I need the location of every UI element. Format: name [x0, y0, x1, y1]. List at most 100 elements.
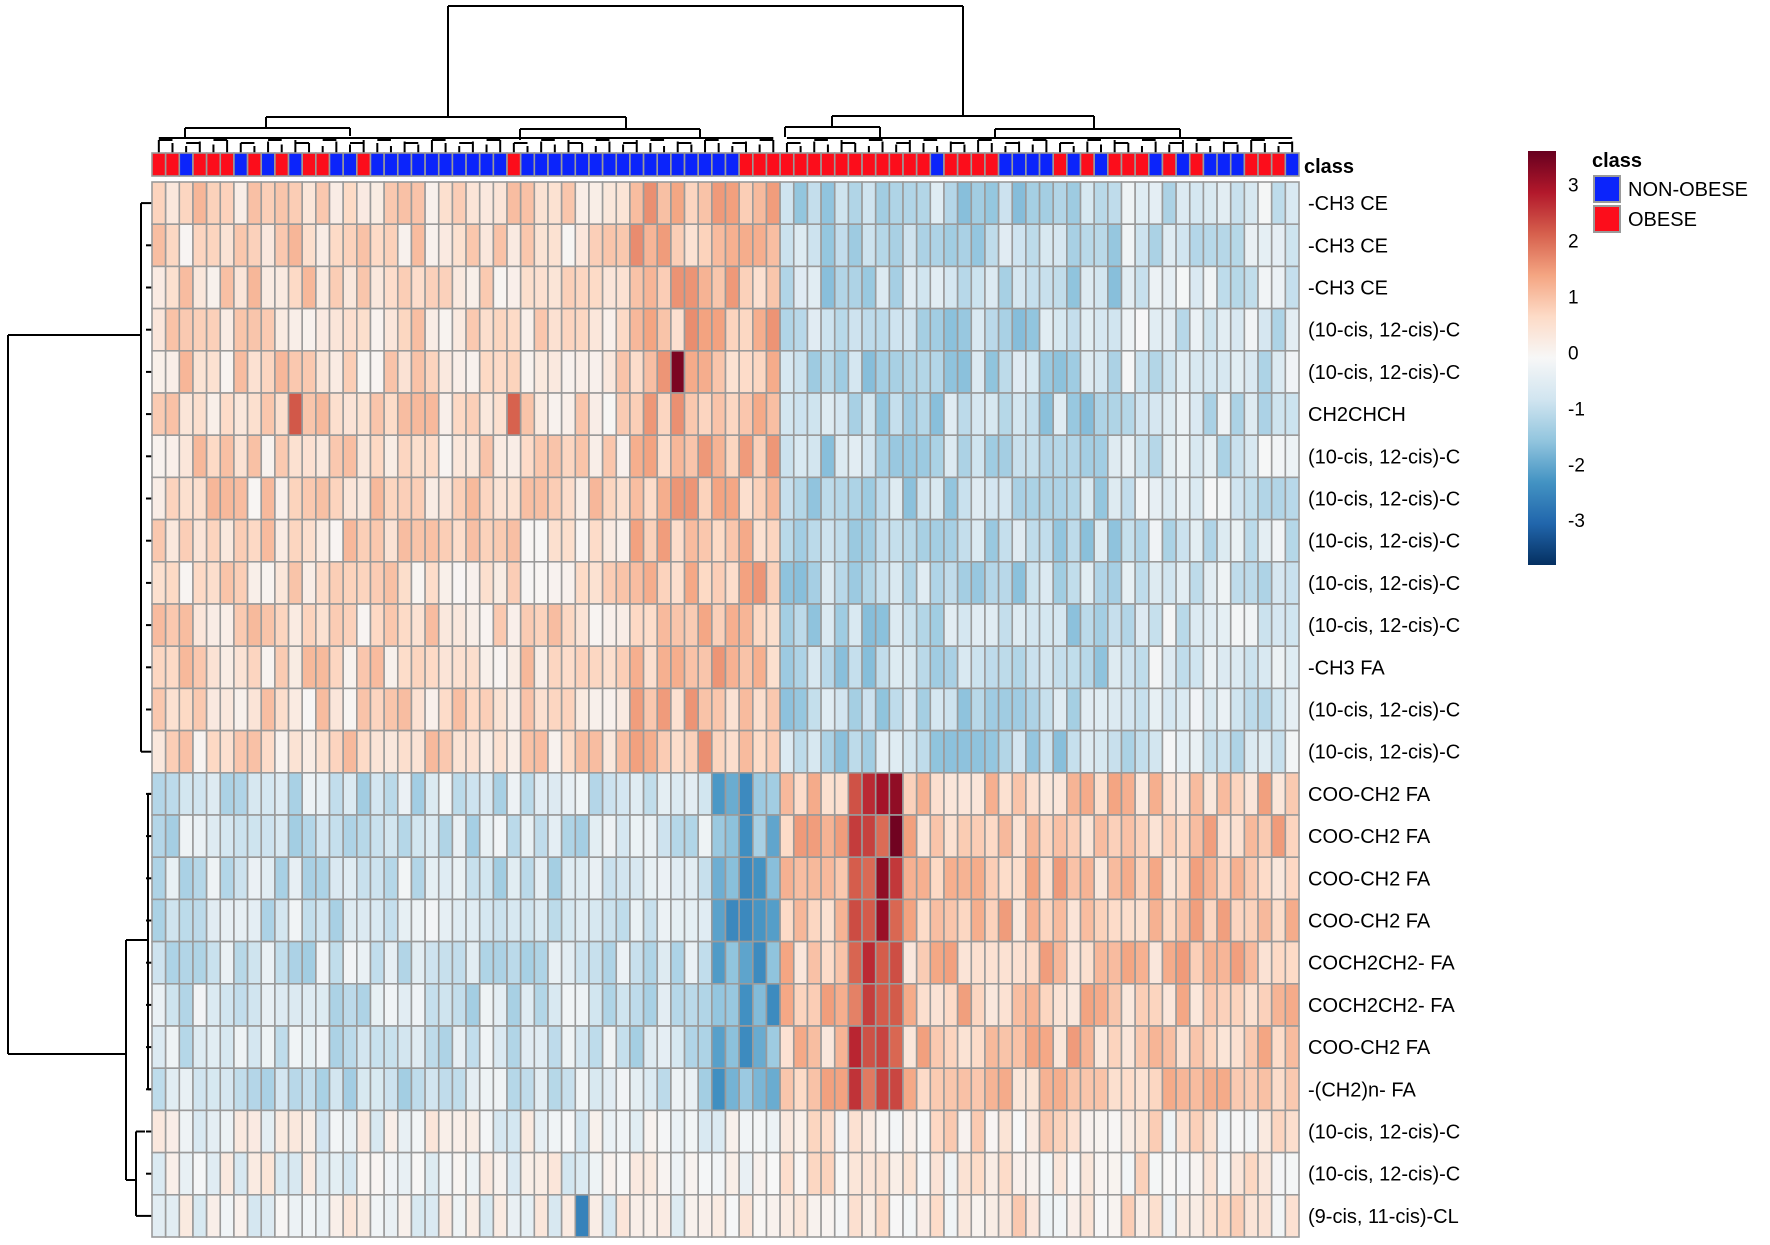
heatmap-cell [820, 1025, 836, 1070]
heatmap-cell [396, 940, 413, 985]
heatmap-cell [738, 476, 754, 521]
heatmap-cell [1079, 771, 1095, 816]
heatmap-cell [342, 771, 358, 816]
heatmap-cell [547, 223, 563, 268]
class-annotation-cell [1188, 152, 1205, 177]
heatmap-cell [888, 687, 904, 732]
heatmap-cell [547, 181, 563, 226]
heatmap-cell [205, 1067, 222, 1112]
heatmap-cell [738, 898, 754, 943]
heatmap-cell [779, 392, 795, 437]
heatmap-cell [233, 603, 249, 648]
heatmap-cell [656, 1194, 672, 1238]
heatmap-cell [560, 603, 577, 648]
heatmap-cell [219, 729, 235, 774]
heatmap-cell [1257, 645, 1273, 690]
heatmap-cell [260, 223, 276, 268]
heatmap-cell [369, 1194, 385, 1238]
heatmap-cell [629, 307, 645, 352]
heatmap-cell [588, 1194, 604, 1238]
heatmap-cell [629, 476, 645, 521]
heatmap-cell [492, 265, 508, 310]
heatmap-cell [1107, 307, 1123, 352]
heatmap-cell [396, 349, 413, 394]
heatmap-cell [396, 729, 413, 774]
heatmap-cell [274, 898, 290, 943]
heatmap-cell [1284, 307, 1300, 352]
heatmap-cell [1188, 771, 1205, 816]
heatmap-cell [915, 940, 932, 985]
heatmap-cell [588, 1067, 604, 1112]
heatmap-cell [1175, 476, 1191, 521]
class-annotation-cell [178, 152, 194, 177]
heatmap-cell [902, 392, 918, 437]
heatmap-cell [861, 687, 877, 732]
heatmap-cell [915, 560, 932, 605]
heatmap-cell [424, 392, 440, 437]
heatmap-cell [1161, 940, 1177, 985]
heatmap-cell [588, 265, 604, 310]
heatmap-cell [219, 349, 235, 394]
heatmap-cell [437, 1151, 454, 1196]
heatmap-cell [943, 476, 959, 521]
heatmap-cell [301, 1067, 317, 1112]
heatmap-cell [888, 392, 904, 437]
heatmap-cell [1052, 307, 1068, 352]
heatmap-cell [956, 1067, 973, 1112]
heatmap-cell [1066, 307, 1082, 352]
heatmap-cell [396, 560, 413, 605]
heatmap-cell [724, 940, 740, 985]
heatmap-cell [670, 307, 686, 352]
heatmap-cell [560, 729, 577, 774]
heatmap-cell [711, 518, 727, 563]
heatmap-cell [779, 982, 795, 1027]
heatmap-cell [984, 1109, 1000, 1154]
heatmap-cell [219, 898, 235, 943]
heatmap-cell [287, 1067, 303, 1112]
heatmap-cell [1175, 265, 1191, 310]
heatmap-cell [192, 898, 208, 943]
heatmap-cell [1079, 392, 1095, 437]
heatmap-cell [1093, 476, 1109, 521]
heatmap-cell [547, 560, 563, 605]
heatmap-cell [738, 687, 754, 732]
heatmap-cell [997, 687, 1014, 732]
heatmap-cell [1188, 1194, 1205, 1238]
heatmap-cell [1257, 898, 1273, 943]
heatmap-cell [437, 729, 454, 774]
heatmap-cell [451, 1151, 467, 1196]
heatmap-cell [560, 307, 577, 352]
heatmap-cell [697, 349, 713, 394]
heatmap-cell [683, 856, 699, 901]
heatmap-cell [506, 1025, 522, 1070]
heatmap-cell [451, 1067, 467, 1112]
heatmap-cell [902, 645, 918, 690]
heatmap-cell [1079, 982, 1095, 1027]
heatmap-cell [1134, 856, 1150, 901]
heatmap-cell [943, 181, 959, 226]
heatmap-cell [1284, 223, 1300, 268]
heatmap-cell [683, 645, 699, 690]
heatmap-cell [1270, 392, 1287, 437]
heatmap-cell [151, 518, 167, 563]
heatmap-cell [233, 392, 249, 437]
heatmap-cell [683, 392, 699, 437]
heatmap-cell [1107, 940, 1123, 985]
heatmap-cell [683, 982, 699, 1027]
heatmap-cell [1229, 898, 1246, 943]
heatmap-cell [615, 518, 631, 563]
heatmap-cell [642, 940, 659, 985]
heatmap-cell [1229, 518, 1246, 563]
heatmap-cell [861, 940, 877, 985]
heatmap-cell [547, 982, 563, 1027]
heatmap-cell [383, 940, 399, 985]
heatmap-cell [1229, 940, 1246, 985]
heatmap-cell [178, 560, 194, 605]
heatmap-cell [929, 1067, 945, 1112]
heatmap-cell [1134, 603, 1150, 648]
heatmap-cell [1216, 1151, 1232, 1196]
heatmap-cell [847, 1025, 863, 1070]
class-annotation-cell [902, 152, 918, 177]
heatmap-cell [1257, 1109, 1273, 1154]
